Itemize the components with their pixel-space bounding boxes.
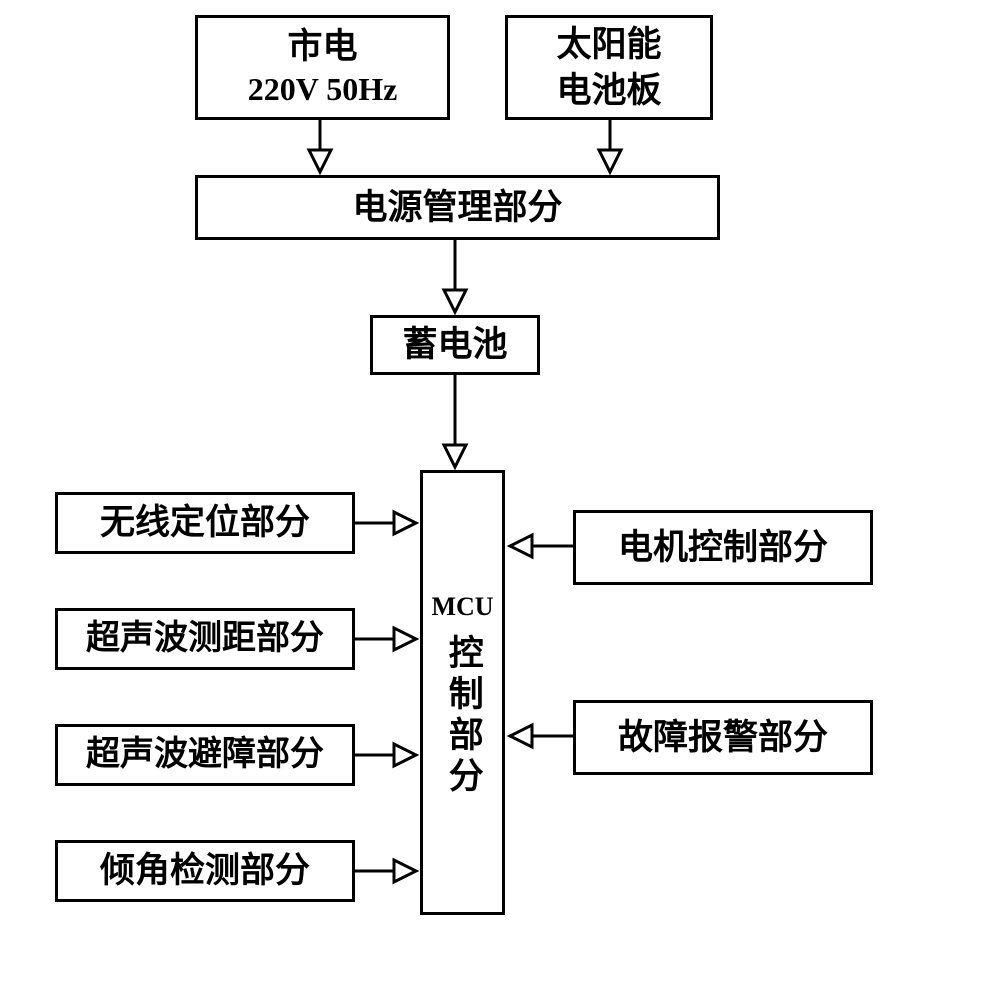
- node-tilt-detection: 倾角检测部分: [55, 840, 355, 902]
- solar-line2: 电池板: [556, 68, 661, 114]
- mcu-text-container: MCU 控制部分: [431, 587, 493, 798]
- tilt-text: 倾角检测部分: [100, 848, 310, 894]
- ultrasonic-avoid-text: 超声波避障部分: [86, 733, 324, 777]
- node-ultrasonic-avoidance: 超声波避障部分: [55, 724, 355, 786]
- node-battery: 蓄电池: [370, 315, 540, 375]
- mcu-latin-text: MCU: [431, 587, 493, 626]
- pwr-mgmt-text: 电源管理部分: [352, 185, 562, 231]
- node-motor-control: 电机控制部分: [573, 510, 873, 585]
- node-mains-text: 市电 220V 50Hz: [248, 24, 398, 111]
- mains-line2: 220V 50Hz: [248, 69, 398, 111]
- mcu-cjk-text: 控制部分: [436, 634, 489, 798]
- node-power-management: 电源管理部分: [195, 175, 720, 240]
- node-mcu-controller: MCU 控制部分: [420, 470, 505, 915]
- node-mains-power: 市电 220V 50Hz: [195, 15, 450, 120]
- node-ultrasonic-distance: 超声波测距部分: [55, 608, 355, 670]
- node-solar-text: 太阳能 电池板: [556, 22, 661, 113]
- alarm-text: 故障报警部分: [618, 715, 828, 761]
- motor-text: 电机控制部分: [618, 525, 828, 571]
- node-fault-alarm: 故障报警部分: [573, 700, 873, 775]
- node-wireless-location: 无线定位部分: [55, 492, 355, 554]
- mains-line1: 市电: [248, 24, 398, 70]
- wireless-text: 无线定位部分: [100, 500, 310, 546]
- node-solar-panel: 太阳能 电池板: [505, 15, 713, 120]
- ultrasonic-dist-text: 超声波测距部分: [86, 617, 324, 661]
- battery-text: 蓄电池: [402, 322, 507, 368]
- solar-line1: 太阳能: [556, 22, 661, 68]
